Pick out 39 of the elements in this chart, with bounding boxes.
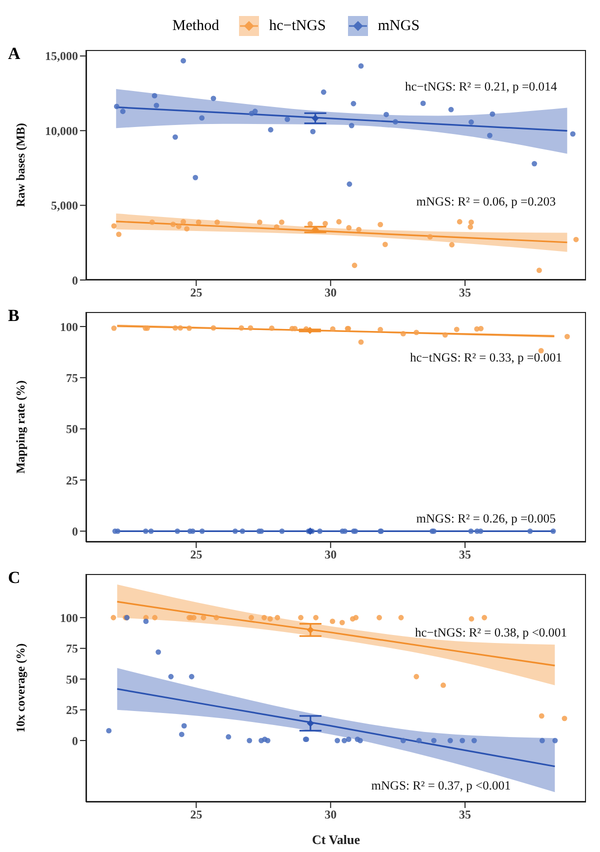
- legend-label: hc−tNGS: [269, 18, 326, 34]
- y-tick-label: 15,000: [45, 49, 78, 64]
- y-tick-label: 100: [60, 610, 78, 625]
- y-axis-title: Raw bases (MB): [13, 123, 28, 207]
- x-tick-label: 35: [459, 548, 472, 562]
- x-tick-label: 30: [324, 286, 337, 300]
- y-tick-label: 5,000: [51, 198, 78, 213]
- annotation: mNGS: R² = 0.06, p =0.203: [416, 194, 556, 210]
- y-tick-label: 25: [66, 703, 78, 718]
- annotation: mNGS: R² = 0.26, p =0.005: [416, 512, 556, 526]
- y-tick-label: 25: [66, 473, 78, 488]
- x-tick-label: 30: [324, 548, 337, 562]
- annotation: hc−tNGS: R² = 0.21, p =0.014: [405, 79, 557, 94]
- annotation: mNGS: R² = 0.37, p <0.001: [371, 778, 511, 794]
- y-tick-label: 100: [60, 320, 78, 334]
- legend-title: Method: [172, 18, 220, 34]
- x-tick-label: 25: [190, 548, 202, 562]
- x-tick-label: 35: [459, 286, 472, 300]
- x-tick-label: 35: [459, 808, 472, 822]
- chart-title: B: [8, 306, 20, 326]
- legend-label: mNGS: [378, 18, 420, 34]
- x-axis-title: Ct Value: [312, 832, 360, 847]
- annotation: hc−tNGS: R² = 0.33, p =0.001: [410, 350, 562, 366]
- x-tick-label: 30: [324, 808, 337, 822]
- y-tick-label: 0: [72, 734, 78, 748]
- chart-title: C: [8, 568, 20, 588]
- y-axis-title: Mapping rate (%): [13, 380, 28, 474]
- y-tick-label: 75: [66, 642, 78, 656]
- y-tick-label: 0: [72, 273, 78, 288]
- y-tick-label: 50: [66, 422, 78, 436]
- chart-title: A: [8, 44, 20, 64]
- annotation: hc−tNGS: R² = 0.38, p <0.001: [415, 626, 567, 641]
- x-tick-label: 25: [190, 286, 202, 300]
- x-tick-label: 25: [190, 808, 202, 822]
- y-tick-label: 50: [66, 672, 78, 686]
- y-tick-label: 75: [66, 370, 78, 385]
- y-tick-label: 10,000: [45, 124, 78, 138]
- y-tick-label: 0: [72, 524, 78, 538]
- y-axis-title: 10x coverage (%): [13, 643, 28, 733]
